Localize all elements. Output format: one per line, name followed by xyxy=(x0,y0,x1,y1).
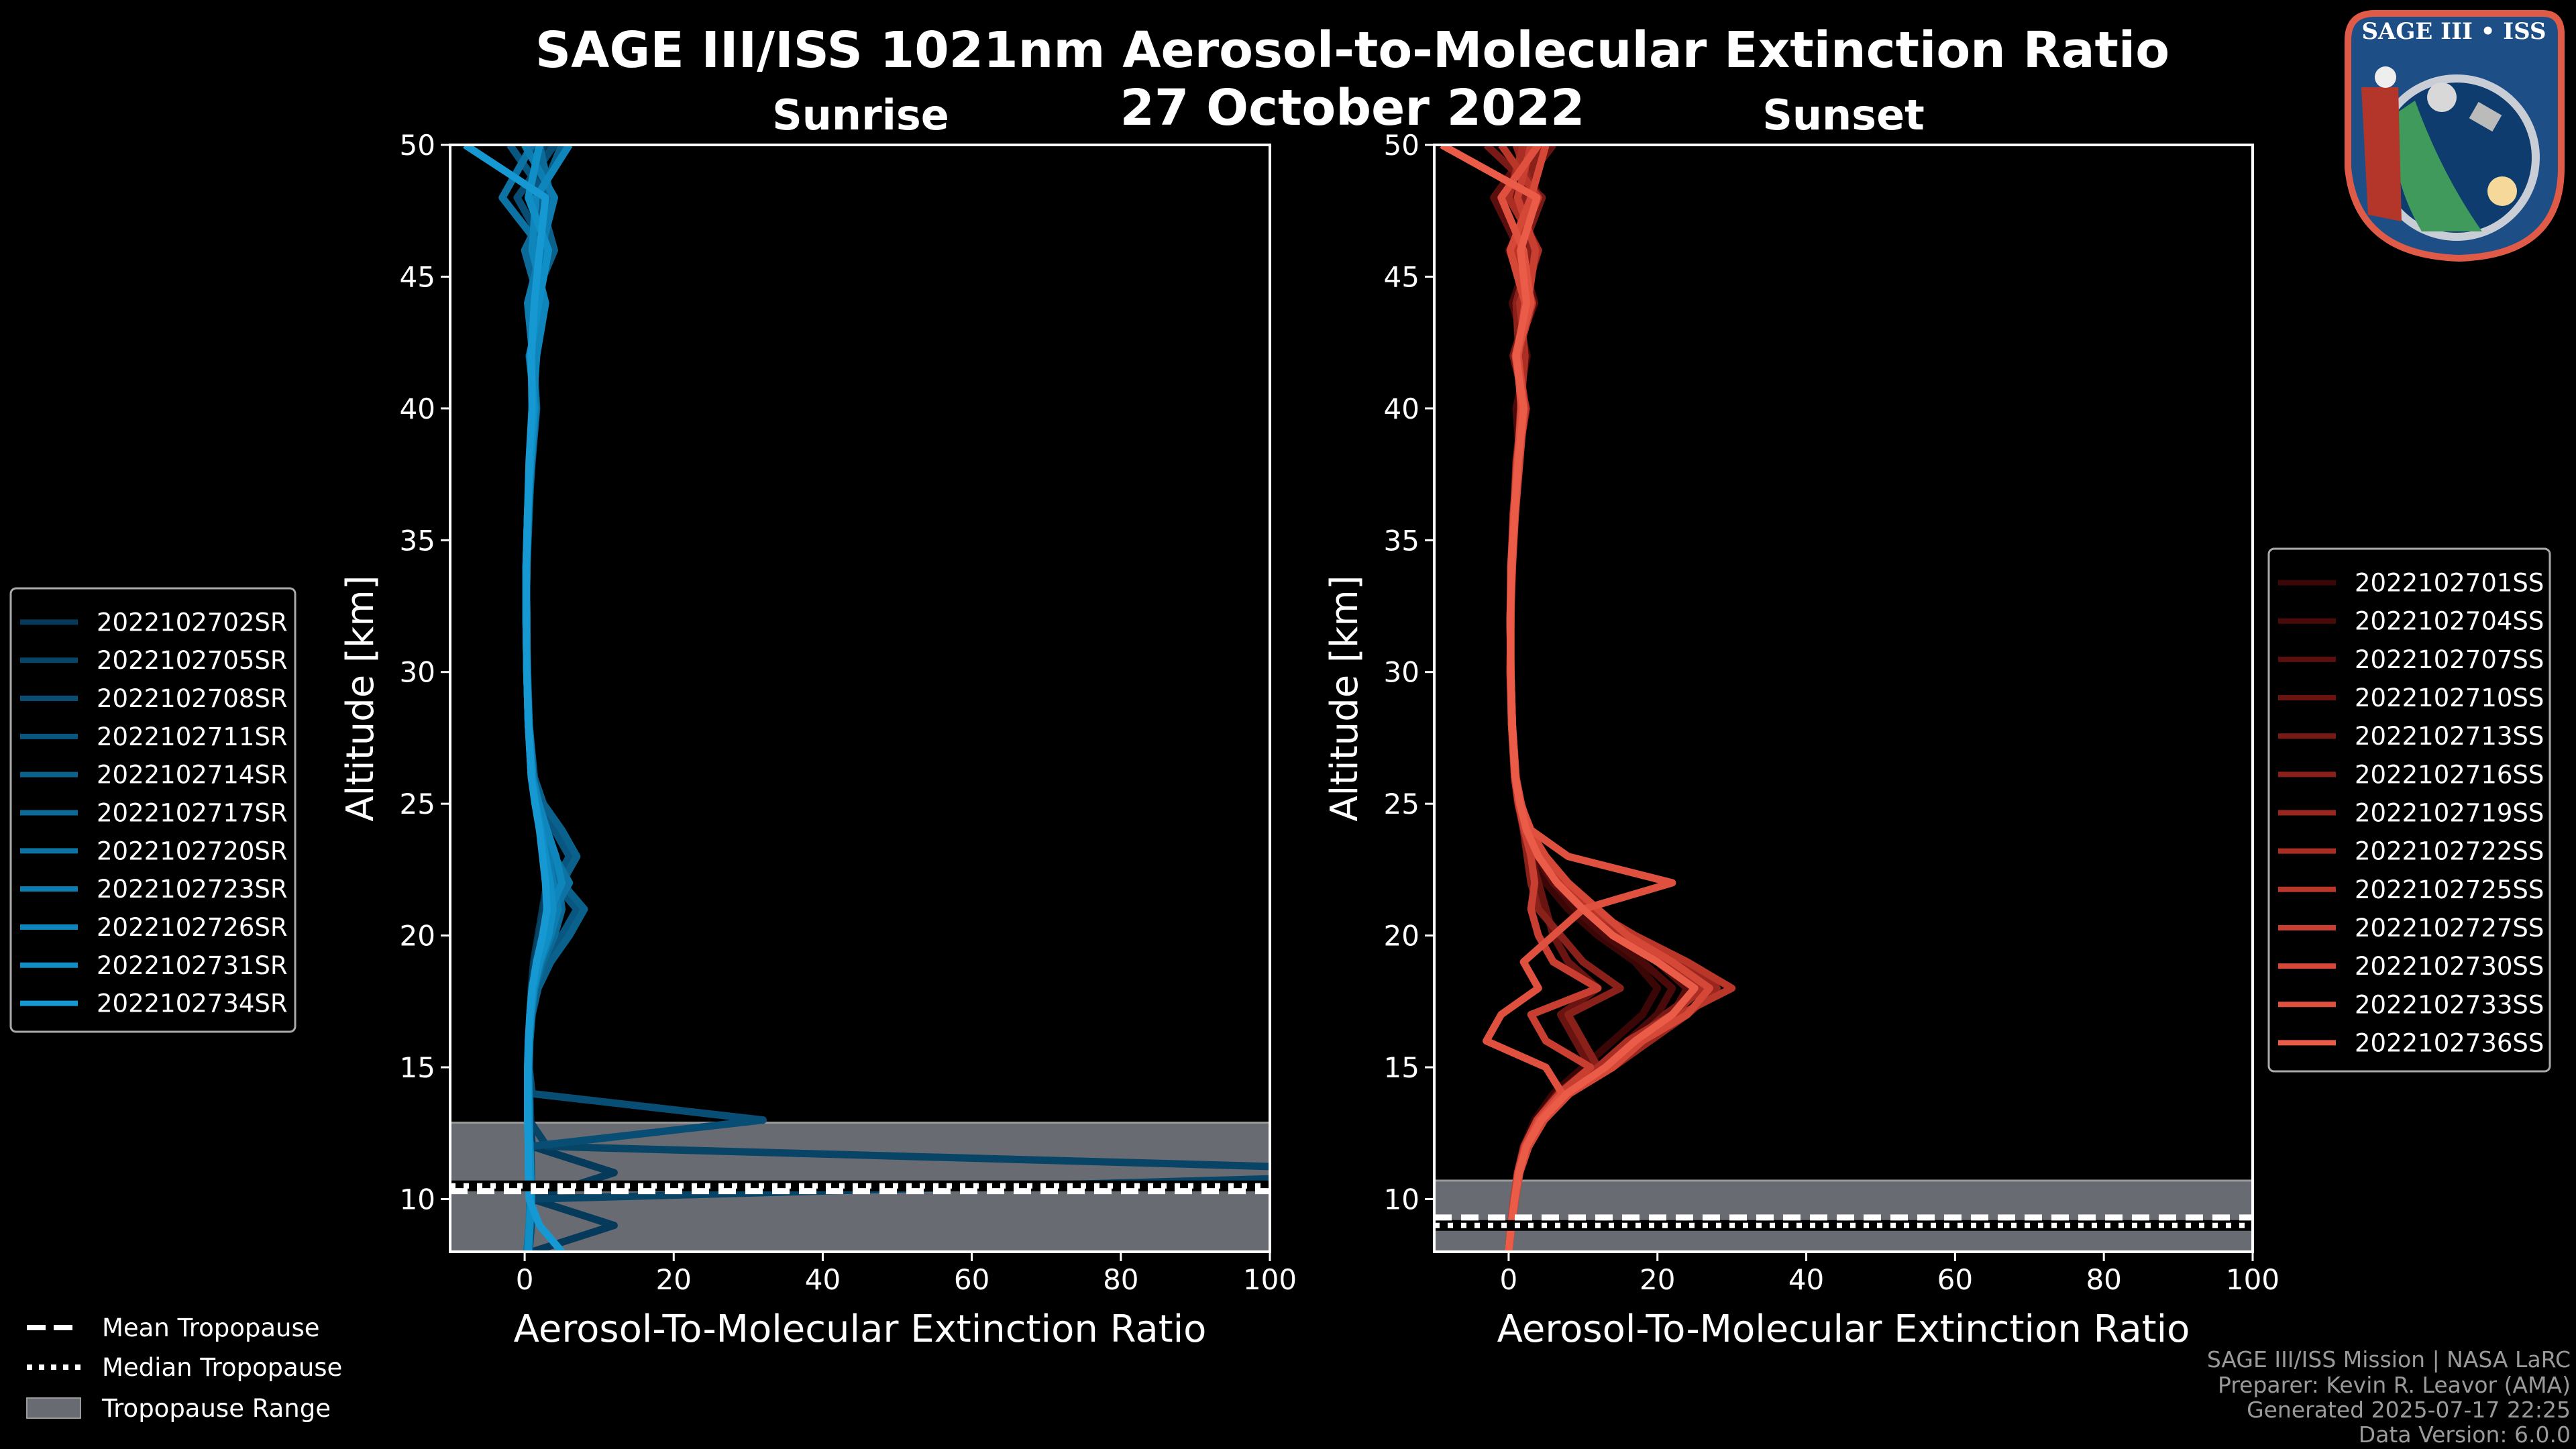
x-tick-label: 40 xyxy=(1788,1263,1824,1296)
y-tick-label: 25 xyxy=(400,788,435,820)
x-tick-label: 40 xyxy=(805,1263,841,1296)
tropopause-range-swatch xyxy=(26,1397,81,1419)
chart-title: SAGE III/ISS 1021nm Aerosol-to-Molecular… xyxy=(535,21,2169,79)
profile-2022102734SR xyxy=(463,145,565,1252)
y-tick-label: 30 xyxy=(400,656,435,689)
y-tick-label: 50 xyxy=(400,129,435,162)
legend-label: 2022102726SR xyxy=(97,913,288,942)
tropopause-legend: Mean Tropopause Median Tropopause Tropop… xyxy=(26,1313,342,1423)
legend-label: 2022102733SS xyxy=(2355,990,2544,1019)
legend-label: 2022102736SS xyxy=(2355,1028,2544,1057)
x-tick-label: 0 xyxy=(1500,1263,1518,1296)
chart-date: 27 October 2022 xyxy=(1120,79,1585,137)
y-tick-label: 40 xyxy=(1384,392,1419,425)
legend-label: 2022102720SR xyxy=(97,837,288,865)
y-tick-label: 15 xyxy=(1384,1051,1419,1084)
legend-label: 2022102708SR xyxy=(97,684,288,713)
legend-label: 2022102727SS xyxy=(2355,914,2544,943)
y-tick-label: 25 xyxy=(1384,788,1419,820)
y-axis-label: Altitude [km] xyxy=(1323,575,1366,821)
x-tick-label: 60 xyxy=(954,1263,989,1296)
y-tick-label: 45 xyxy=(1384,260,1419,293)
x-tick-label: 20 xyxy=(656,1263,692,1296)
profile-lines xyxy=(463,145,1270,1252)
legend-label: 2022102717SR xyxy=(97,799,288,828)
sunset-legend: 2022102701SS 2022102704SS 2022102707SS 2022… xyxy=(2267,547,2551,1073)
y-tick-label: 30 xyxy=(1384,656,1419,689)
x-tick-label: 20 xyxy=(1640,1263,1675,1296)
legend-frame xyxy=(9,587,297,1033)
footer-generated: Generated 2025-07-17 22:25 xyxy=(2247,1397,2571,1423)
y-tick-label: 40 xyxy=(400,392,435,425)
legend-label: 2022102719SS xyxy=(2355,799,2544,828)
profile-lines xyxy=(1440,145,1736,1252)
x-tick-label: 0 xyxy=(516,1263,534,1296)
x-tick-label: 100 xyxy=(2226,1263,2279,1296)
legend-label: 2022102731SR xyxy=(97,951,288,980)
x-tick-label: 60 xyxy=(1937,1263,1973,1296)
legend-label: 2022102723SR xyxy=(97,875,288,904)
legend-label: 2022102730SS xyxy=(2355,952,2544,981)
y-tick-label: 15 xyxy=(400,1051,435,1084)
y-tick-label: 10 xyxy=(400,1183,435,1216)
y-tick-label: 50 xyxy=(1384,129,1419,162)
y-tick-label: 35 xyxy=(1384,524,1419,557)
x-axis-label: Aerosol-To-Molecular Extinction Ratio xyxy=(514,1307,1207,1351)
legend-label: 2022102716SS xyxy=(2355,760,2544,789)
y-tick-label: 35 xyxy=(400,524,435,557)
legend-frame xyxy=(2267,547,2551,1073)
legend-label: 2022102701SS xyxy=(2355,569,2544,598)
mean-tropopause-label: Mean Tropopause xyxy=(102,1313,320,1342)
legend-label: 2022102705SR xyxy=(97,646,288,675)
sage-iii-iss-logo: SAGE III • ISS xyxy=(2345,10,2565,262)
y-tick-label: 20 xyxy=(1384,920,1419,953)
y-tick-label: 45 xyxy=(400,260,435,293)
legend-label: 2022102713SS xyxy=(2355,722,2544,751)
axes-frame xyxy=(1433,144,2254,1253)
legend-label: 2022102722SS xyxy=(2355,837,2544,866)
footer-mission: SAGE III/ISS Mission | NASA LaRC xyxy=(2207,1346,2571,1373)
footer-version: Data Version: 6.0.0 xyxy=(2359,1421,2571,1448)
legend-label: 2022102710SS xyxy=(2355,684,2544,712)
legend-label: 2022102704SS xyxy=(2355,607,2544,636)
axes-frame xyxy=(449,144,1271,1253)
y-tick-label: 20 xyxy=(400,920,435,953)
legend-label: 2022102725SS xyxy=(2355,875,2544,904)
legend-label: 2022102734SR xyxy=(97,989,288,1018)
x-tick-label: 80 xyxy=(2086,1263,2121,1296)
sunrise-subtitle: Sunrise xyxy=(772,91,949,140)
legend-label: 2022102714SR xyxy=(97,761,288,790)
legend-label: 2022102702SR xyxy=(97,608,288,637)
footer-preparer: Preparer: Kevin R. Leavor (AMA) xyxy=(2218,1372,2571,1398)
sunrise-legend: 2022102702SR 2022102705SR 2022102708SR 2022… xyxy=(9,587,297,1033)
tropopause-range-label: Tropopause Range xyxy=(101,1394,331,1423)
footer: SAGE III/ISS Mission | NASA LaRC Prepare… xyxy=(2207,1346,2571,1448)
y-axis-label: Altitude [km] xyxy=(339,575,382,821)
legend-label: 2022102707SS xyxy=(2355,645,2544,674)
y-tick-label: 10 xyxy=(1384,1183,1419,1216)
svg-text:SAGE III • ISS: SAGE III • ISS xyxy=(2361,18,2546,45)
x-tick-label: 100 xyxy=(1243,1263,1297,1296)
profile-2022102736SS xyxy=(1440,145,1699,1252)
median-tropopause-label: Median Tropopause xyxy=(102,1353,342,1382)
legend-label: 2022102711SR xyxy=(97,722,288,751)
sunset-panel: 0 20 40 60 80 100 10 15 20 25 30 35 40 45 50 Aerosol-To… xyxy=(1323,129,2279,1351)
sunrise-panel: 0 20 40 60 80 100 10 15 20 25 30 35 40 45 50 Aerosol-To… xyxy=(339,129,1297,1351)
x-axis-label: Aerosol-To-Molecular Extinction Ratio xyxy=(1497,1307,2190,1351)
sunset-subtitle: Sunset xyxy=(1762,91,1925,140)
x-tick-label: 80 xyxy=(1103,1263,1138,1296)
